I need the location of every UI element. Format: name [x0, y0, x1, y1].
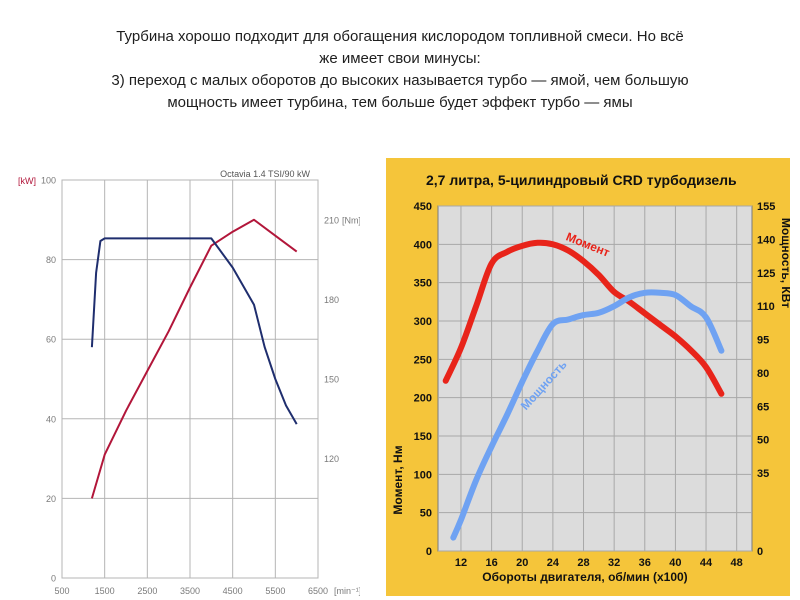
y2-axis-label: Мощность, КВт — [779, 218, 790, 308]
x-tick-label: 20 — [516, 557, 528, 569]
y-tick-label: 100 — [41, 176, 56, 186]
y-tick-label: 400 — [414, 239, 432, 251]
x-tick-label: 48 — [731, 557, 743, 569]
series-group — [442, 239, 725, 541]
heading-line-1: Турбина хорошо подходит для обогащения к… — [116, 28, 684, 45]
x-tick-label: 36 — [639, 557, 651, 569]
torque-curve — [442, 239, 725, 397]
x-tick-label: 500 — [54, 586, 69, 596]
x-unit-label: [min⁻¹] — [334, 586, 360, 596]
x-tick-label: 32 — [608, 557, 620, 569]
y2-tick-label: 80 — [757, 368, 769, 380]
x-tick-label: 4500 — [223, 586, 243, 596]
x-tick-label: 1500 — [95, 586, 115, 596]
x-tick-label: 24 — [547, 557, 560, 569]
y2-tick-label: 110 — [757, 301, 775, 313]
y2-tick-label: 180 — [324, 295, 339, 305]
octavia-power-torque-chart: 0 20 40 60 80 100 [kW] 120 150 180 210 [Nm] 500 1500 2… — [18, 169, 360, 596]
y-tick-label: 200 — [414, 393, 432, 405]
chart-title: 2,7 литра, 5-цилиндровый CRD турбодизель — [426, 172, 737, 188]
y-tick-label: 150 — [414, 431, 432, 443]
power-curve — [90, 218, 298, 499]
torque-curve — [90, 237, 298, 425]
y2-tick-label: 155 — [757, 201, 775, 213]
right-unit-label: [Nm] — [342, 215, 360, 225]
x-tick-label: 3500 — [180, 586, 200, 596]
y2-tick-label: 210 — [324, 215, 339, 225]
y-tick-label: 60 — [46, 335, 56, 345]
y-tick-label: 250 — [414, 354, 432, 366]
y-tick-label: 40 — [46, 414, 56, 424]
y2-tick-label: 0 — [757, 546, 763, 558]
y2-tick-label: 120 — [324, 454, 339, 464]
x-tick-label: 40 — [669, 557, 681, 569]
y-tick-label: 20 — [46, 494, 56, 504]
y2-tick-label: 140 — [757, 234, 775, 246]
heading-line-4: мощность имеет турбина, тем больше будет… — [167, 94, 633, 111]
x-tick-label: 44 — [700, 557, 713, 569]
x-tick-label: 5500 — [265, 586, 285, 596]
x-tick-label: 16 — [485, 557, 497, 569]
y2-tick-label: 150 — [324, 375, 339, 385]
crd-turbodiesel-chart: 2,7 литра, 5-цилиндровый CRD турбодизель… — [386, 158, 790, 596]
y-axis-label: Момент, Нм — [391, 445, 405, 514]
y-tick-label: 350 — [414, 278, 432, 290]
y-tick-label: 80 — [46, 255, 56, 265]
left-unit-label: [kW] — [18, 176, 36, 186]
y-tick-label: 0 — [51, 574, 56, 584]
x-tick-label: 28 — [577, 557, 589, 569]
x-tick-label: 12 — [455, 557, 467, 569]
y2-tick-label: 65 — [757, 401, 769, 413]
x-tick-label: 6500 — [308, 586, 328, 596]
power-curve — [450, 289, 725, 541]
y2-tick-label: 125 — [757, 268, 775, 280]
heading-line-2: же имеет свои минусы: — [319, 50, 481, 67]
heading-line-3: 3) переход с малых оборотов до высоких н… — [111, 72, 689, 89]
chart-title: Octavia 1.4 TSI/90 kW — [220, 169, 310, 179]
x-axis-label: Обороты двигателя, об/мин (x100) — [482, 570, 687, 584]
y2-tick-label: 95 — [757, 335, 769, 347]
y2-tick-label: 35 — [757, 468, 769, 480]
y-tick-label: 0 — [426, 546, 432, 558]
slide-heading: Турбина хорошо подходит для обогащения к… — [20, 26, 780, 114]
plot-area — [437, 205, 753, 552]
y-tick-label: 450 — [414, 201, 432, 213]
y-tick-label: 50 — [420, 508, 432, 520]
y-tick-label: 300 — [414, 316, 432, 328]
y2-tick-label: 50 — [757, 435, 769, 447]
y-tick-label: 100 — [414, 469, 432, 481]
x-tick-label: 2500 — [137, 586, 157, 596]
